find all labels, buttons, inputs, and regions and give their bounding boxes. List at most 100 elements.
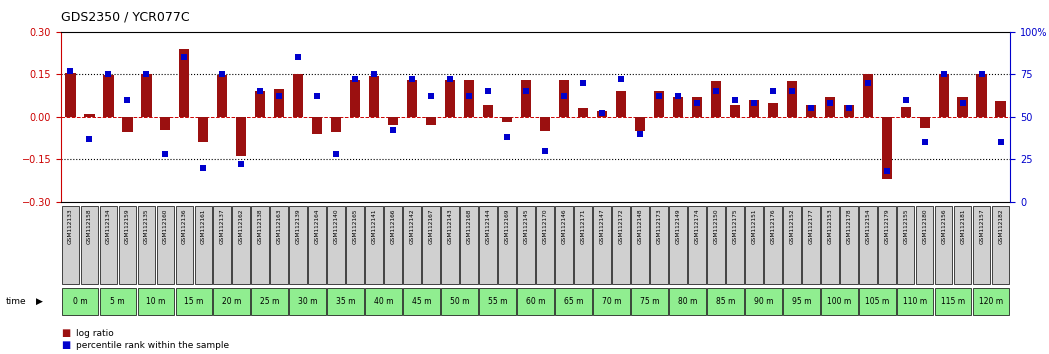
- Text: 20 m: 20 m: [222, 297, 241, 306]
- Text: 30 m: 30 m: [298, 297, 318, 306]
- Text: GSM112152: GSM112152: [789, 209, 794, 244]
- Text: GSM112155: GSM112155: [903, 209, 908, 244]
- Text: GSM112145: GSM112145: [523, 209, 529, 244]
- Point: [423, 93, 440, 99]
- Text: GSM112135: GSM112135: [144, 209, 149, 244]
- Point: [195, 165, 212, 171]
- Text: ▶: ▶: [36, 297, 43, 306]
- Text: GSM112161: GSM112161: [200, 209, 206, 244]
- Bar: [881, 117, 892, 179]
- Bar: [594, 288, 629, 315]
- Bar: [255, 91, 265, 117]
- Bar: [574, 206, 592, 284]
- Point: [688, 101, 705, 106]
- Text: 80 m: 80 m: [678, 297, 698, 306]
- Text: GSM112141: GSM112141: [371, 209, 377, 244]
- Point: [308, 93, 325, 99]
- Bar: [407, 80, 418, 117]
- Text: GSM112169: GSM112169: [505, 209, 510, 244]
- Point: [897, 97, 914, 103]
- Bar: [578, 108, 588, 117]
- Bar: [631, 206, 648, 284]
- Point: [137, 72, 154, 77]
- Text: percentile rank within the sample: percentile rank within the sample: [76, 341, 229, 350]
- Bar: [498, 206, 516, 284]
- Bar: [62, 206, 79, 284]
- Bar: [194, 206, 212, 284]
- Text: GSM112157: GSM112157: [979, 209, 984, 244]
- Bar: [479, 288, 516, 315]
- Point: [594, 110, 611, 116]
- Bar: [784, 206, 800, 284]
- Bar: [119, 206, 136, 284]
- Point: [917, 139, 934, 145]
- Bar: [958, 97, 968, 117]
- Text: GSM112133: GSM112133: [68, 209, 72, 244]
- Text: 15 m: 15 m: [184, 297, 204, 306]
- Text: GSM112173: GSM112173: [657, 209, 662, 244]
- Bar: [479, 206, 497, 284]
- Bar: [749, 100, 759, 117]
- Bar: [745, 206, 763, 284]
- Text: GSM112181: GSM112181: [960, 209, 965, 244]
- Bar: [271, 206, 287, 284]
- Text: 40 m: 40 m: [373, 297, 393, 306]
- Bar: [635, 117, 645, 131]
- Text: 60 m: 60 m: [526, 297, 545, 306]
- Bar: [672, 97, 683, 117]
- Point: [936, 72, 952, 77]
- Text: GSM112174: GSM112174: [694, 209, 700, 244]
- Text: ■: ■: [61, 340, 70, 350]
- Bar: [308, 206, 326, 284]
- Text: 10 m: 10 m: [146, 297, 166, 306]
- Bar: [84, 114, 94, 117]
- Bar: [404, 206, 421, 284]
- Point: [404, 76, 421, 82]
- Point: [176, 55, 193, 60]
- Bar: [330, 117, 341, 132]
- Bar: [156, 206, 174, 284]
- Point: [517, 88, 534, 94]
- Bar: [900, 107, 911, 117]
- Text: GSM112156: GSM112156: [941, 209, 946, 244]
- Bar: [784, 288, 819, 315]
- Bar: [442, 288, 477, 315]
- Point: [157, 152, 174, 157]
- Bar: [768, 103, 778, 117]
- Bar: [81, 206, 98, 284]
- Text: GSM112151: GSM112151: [751, 209, 756, 244]
- Text: GSM112179: GSM112179: [884, 209, 890, 244]
- Bar: [160, 117, 171, 130]
- Text: GSM112175: GSM112175: [732, 209, 737, 244]
- Bar: [710, 81, 721, 117]
- Text: GSM112158: GSM112158: [87, 209, 92, 244]
- Text: GSM112171: GSM112171: [580, 209, 585, 244]
- Text: GSM112163: GSM112163: [277, 209, 282, 244]
- Bar: [559, 80, 570, 117]
- Bar: [806, 105, 816, 117]
- Bar: [878, 206, 896, 284]
- Text: GSM112154: GSM112154: [865, 209, 871, 244]
- Point: [556, 93, 573, 99]
- Bar: [214, 288, 250, 315]
- Point: [347, 76, 364, 82]
- Bar: [691, 97, 702, 117]
- Bar: [954, 206, 971, 284]
- Point: [802, 105, 819, 111]
- Text: log ratio: log ratio: [76, 329, 113, 338]
- Bar: [654, 91, 664, 117]
- Bar: [897, 206, 915, 284]
- Bar: [859, 206, 877, 284]
- Text: 110 m: 110 m: [903, 297, 927, 306]
- Bar: [236, 117, 247, 156]
- Bar: [179, 49, 190, 117]
- Point: [650, 93, 667, 99]
- Bar: [65, 73, 76, 117]
- Bar: [707, 288, 744, 315]
- Bar: [346, 206, 364, 284]
- Bar: [730, 105, 741, 117]
- Point: [537, 148, 554, 154]
- Bar: [464, 80, 474, 117]
- Point: [669, 93, 686, 99]
- Point: [366, 72, 383, 77]
